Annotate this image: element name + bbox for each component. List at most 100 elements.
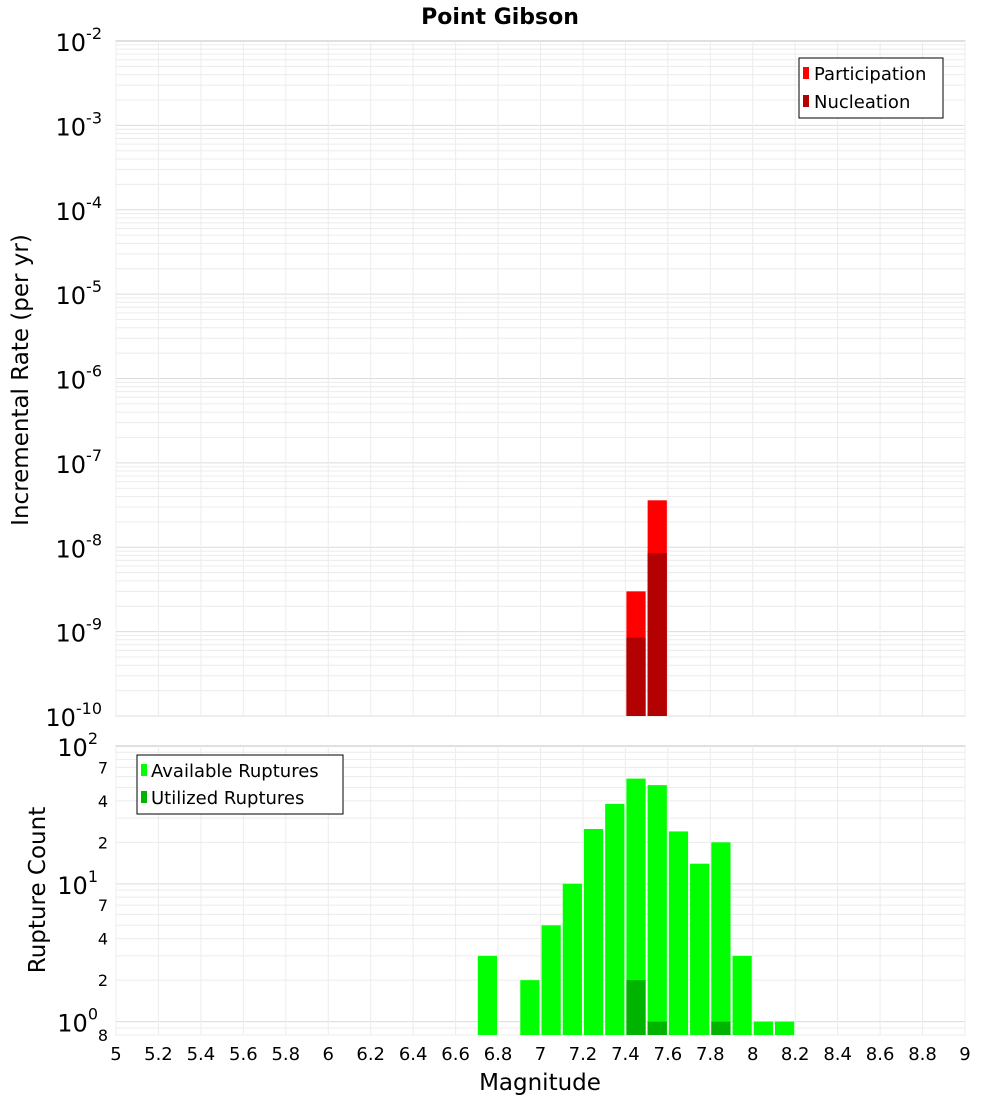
available-ruptures-bar (690, 863, 710, 1035)
legend-swatch-utilized (141, 791, 147, 803)
available-ruptures-bar (626, 778, 646, 1035)
nucleation-bar (647, 553, 667, 716)
top-y-tick-label: 10-6 (56, 362, 103, 395)
available-ruptures-bar (753, 1021, 773, 1035)
legend-label-available: Available Ruptures (151, 761, 319, 782)
bottom-y-minor-tick-label: 2 (98, 971, 108, 990)
x-tick-label: 7.6 (654, 1044, 683, 1065)
available-ruptures-bar (520, 980, 540, 1035)
top-y-tick-label: 10-10 (45, 699, 102, 732)
available-ruptures-bar (541, 925, 561, 1035)
tick-base: 10 (45, 704, 76, 732)
utilized-ruptures-bar (711, 1021, 731, 1035)
bottom-y-minor-tick-label: 8 (98, 1026, 108, 1045)
legend-swatch-participation (803, 67, 809, 79)
x-tick-label: 5.8 (271, 1044, 300, 1065)
x-tick-label: 6.6 (441, 1044, 470, 1065)
bottom-y-axis-label: Rupture Count (25, 807, 51, 973)
bottom-y-minor-tick-label: 2 (98, 833, 108, 852)
tick-exponent: -9 (86, 615, 102, 634)
bottom-bars (477, 778, 795, 1035)
utilized-ruptures-bar (626, 980, 646, 1035)
x-tick-label: 7.4 (611, 1044, 640, 1065)
tick-exponent: 2 (88, 729, 98, 748)
tick-base: 10 (57, 872, 88, 900)
x-axis-label: Magnitude (479, 1070, 601, 1096)
tick-base: 10 (56, 198, 87, 226)
legend-label-participation: Participation (814, 64, 926, 85)
tick-base: 10 (56, 535, 87, 563)
top-y-tick-label: 10-5 (56, 277, 103, 310)
legend-swatch-nucleation (803, 95, 809, 107)
tick-base: 10 (57, 1010, 88, 1038)
tick-base: 10 (57, 734, 88, 762)
bottom-y-major-tick-label: 101 (57, 867, 98, 900)
top-y-tick-label: 10-3 (56, 108, 103, 141)
x-tick-label: 8.6 (866, 1044, 895, 1065)
nucleation-bar (626, 637, 646, 716)
bottom-y-minor-tick-label: 4 (98, 792, 108, 811)
tick-exponent: -8 (86, 530, 102, 549)
tick-exponent: -10 (76, 699, 102, 718)
bottom-y-minor-tick-label: 7 (98, 758, 108, 777)
top-bars (626, 500, 667, 716)
tick-exponent: -3 (86, 108, 102, 127)
tick-exponent: -2 (86, 24, 102, 43)
available-ruptures-bar (477, 955, 498, 1035)
top-y-tick-label: 10-2 (56, 24, 103, 57)
x-tick-label: 6.2 (356, 1044, 385, 1065)
available-ruptures-bar (562, 883, 582, 1035)
tick-exponent: -6 (86, 362, 102, 381)
tick-base: 10 (56, 282, 87, 310)
x-tick-label: 8.8 (908, 1044, 937, 1065)
x-tick-label: 7 (535, 1044, 546, 1065)
top-y-tick-label: 10-9 (56, 615, 103, 648)
x-tick-label: 5.2 (144, 1044, 173, 1065)
top-y-tick-label: 10-4 (56, 193, 103, 226)
x-tick-label: 5 (110, 1044, 121, 1065)
available-ruptures-bar (647, 785, 667, 1035)
x-tick-label: 6 (323, 1044, 334, 1065)
x-tick-label: 8 (747, 1044, 758, 1065)
tick-exponent: -4 (86, 193, 102, 212)
legend-label-utilized: Utilized Ruptures (151, 788, 304, 809)
bottom-y-minor-tick-label: 7 (98, 896, 108, 915)
x-tick-label: 7.8 (696, 1044, 725, 1065)
x-tick-label: 8.4 (823, 1044, 852, 1065)
x-ticks: 5 5.2 5.4 5.6 5.8 6 6.2 6.4 6.6 6.8 7 7.2 7.4 7.6 7.8 8… (110, 1044, 970, 1065)
bottom-y-major-tick-label: 102 (57, 729, 98, 762)
top-legend: Participation Nucleation (798, 57, 944, 119)
available-ruptures-bar (668, 831, 689, 1035)
x-tick-label: 8.2 (781, 1044, 810, 1065)
available-ruptures-bar (583, 828, 604, 1035)
bottom-legend: Available Ruptures Utilized Ruptures (136, 754, 344, 815)
available-ruptures-bar (774, 1021, 795, 1035)
bottom-y-minor-tick-label: 4 (98, 930, 108, 949)
top-y-tick-label: 10-8 (56, 530, 103, 563)
top-y-axis-label: Incremental Rate (per yr) (8, 234, 34, 526)
chart-title: Point Gibson (421, 5, 579, 30)
x-tick-label: 5.6 (229, 1044, 258, 1065)
tick-exponent: 1 (88, 867, 98, 886)
top-legend-box (798, 57, 944, 119)
tick-base: 10 (56, 620, 87, 648)
tick-base: 10 (56, 367, 87, 395)
x-tick-label: 6.8 (484, 1044, 513, 1065)
top-gridlines (115, 41, 966, 717)
x-tick-label: 6.4 (399, 1044, 428, 1065)
top-y-tick-label: 10-7 (56, 446, 103, 479)
x-tick-label: 9 (959, 1044, 970, 1065)
tick-exponent: -5 (86, 277, 102, 296)
x-tick-label: 5.4 (187, 1044, 216, 1065)
available-ruptures-bar (711, 842, 731, 1035)
tick-base: 10 (56, 113, 87, 141)
legend-swatch-available (141, 764, 147, 776)
bottom-legend-box (136, 754, 344, 815)
tick-base: 10 (56, 451, 87, 479)
utilized-ruptures-bar (647, 1021, 667, 1035)
